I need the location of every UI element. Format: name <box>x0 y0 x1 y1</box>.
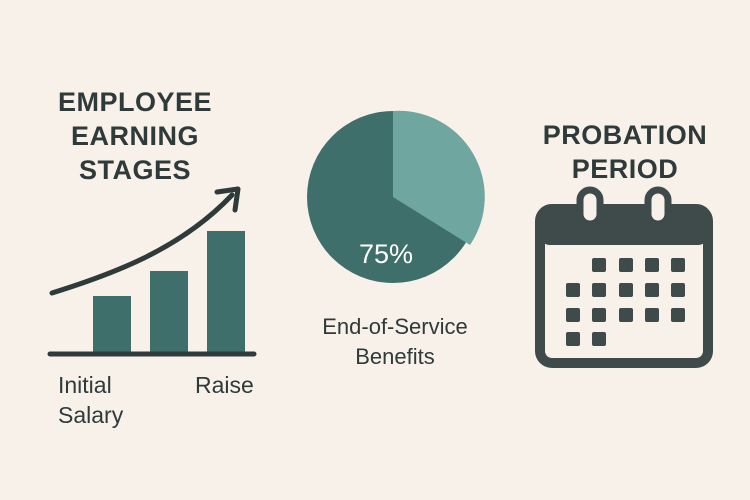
bar-initial <box>93 296 131 354</box>
initial-salary-line-1: Initial <box>58 372 112 398</box>
probation-title-line-1: PROBATION <box>542 120 708 150</box>
pie-chart-icon: 75% <box>307 110 485 283</box>
end-of-service-caption: End-of-Service Benefits <box>295 312 495 372</box>
initial-salary-line-2: Salary <box>58 402 124 428</box>
earning-title-line-1: EMPLOYEE <box>57 87 213 117</box>
earning-title-line-2: EARNING <box>70 121 199 151</box>
bar-raise <box>207 231 245 354</box>
probation-period-title: PROBATION PERIOD <box>525 118 725 186</box>
bar-middle <box>150 271 188 354</box>
probation-title-line-2: PERIOD <box>571 154 679 184</box>
trend-arrow-icon <box>49 186 241 296</box>
calendar-icon <box>535 186 713 368</box>
pie-percent-label: 75% <box>359 239 413 269</box>
initial-salary-label: Initial Salary <box>58 370 123 430</box>
raise-label: Raise <box>195 372 254 398</box>
pie-light-slice <box>393 110 485 245</box>
caption-line-2: Benefits <box>355 344 435 369</box>
caption-line-1: End-of-Service <box>322 314 468 339</box>
earning-title-line-3: STAGES <box>78 155 191 185</box>
bar-chart-icon <box>47 231 257 357</box>
earning-stages-title: EMPLOYEE EARNING STAGES <box>30 85 240 187</box>
